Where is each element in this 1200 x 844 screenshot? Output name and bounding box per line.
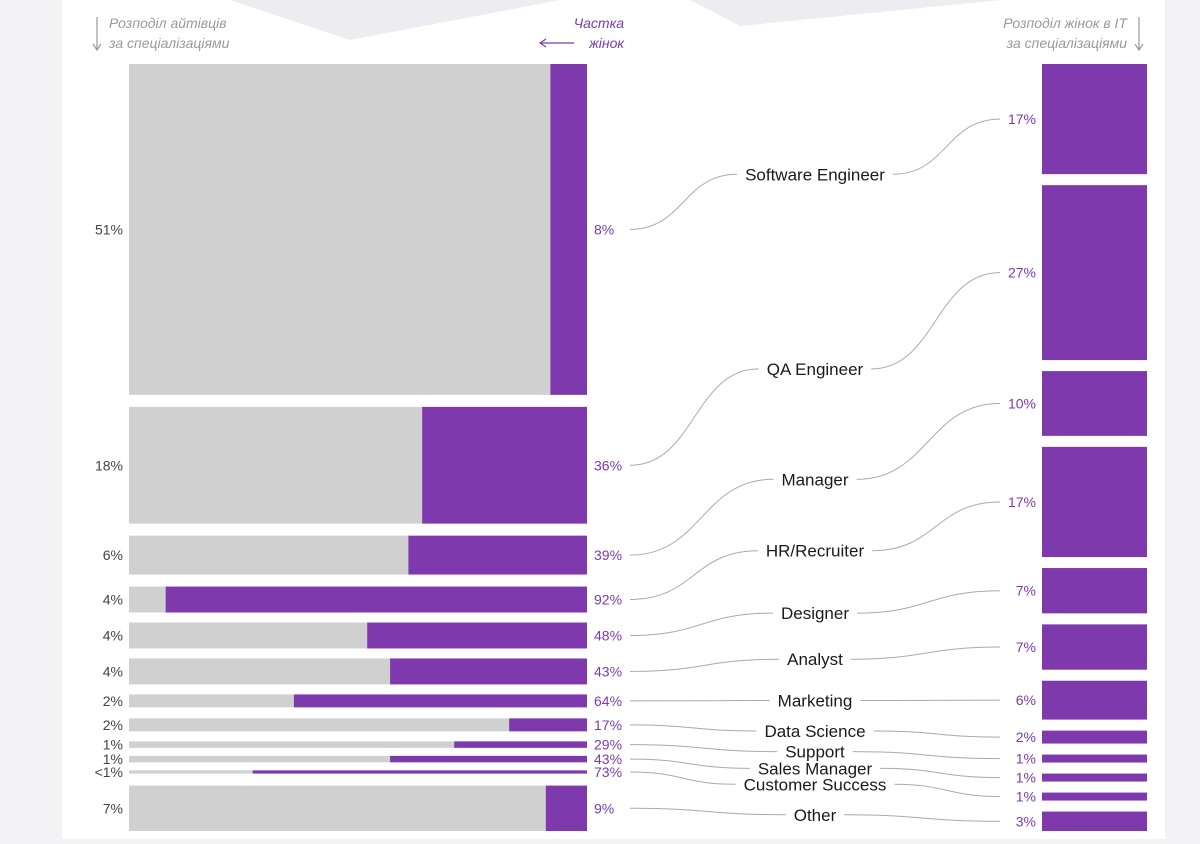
- label-data-science-women-share: 17%: [594, 717, 622, 733]
- bar-customer-success-women-distribution: [1042, 793, 1147, 801]
- bar-support-women-distribution: [1042, 755, 1147, 763]
- bar-sales-manager-women-share: [390, 756, 587, 762]
- bar-hr-recruiter-others: [129, 587, 166, 613]
- bar-software-engineer-women-distribution: [1042, 64, 1147, 174]
- bar-qa-engineer-women-distribution: [1042, 185, 1147, 360]
- label-qa-engineer-women-distribution: 27%: [1008, 265, 1036, 281]
- bar-designer-women-share: [367, 623, 587, 649]
- share-note-line-1: Частка: [574, 15, 624, 31]
- label-designer-distribution: 4%: [103, 627, 123, 643]
- bar-software-engineer-women-share: [550, 64, 587, 395]
- category-marketing: Marketing: [778, 692, 853, 711]
- label-software-engineer-distribution: 51%: [95, 221, 123, 237]
- bar-qa-engineer-women-share: [422, 407, 587, 524]
- bar-analyst-women-share: [390, 658, 587, 684]
- label-customer-success-women-distribution: 1%: [1016, 789, 1036, 805]
- label-qa-engineer-women-share: 36%: [594, 457, 622, 473]
- category-manager: Manager: [781, 470, 848, 489]
- label-data-science-women-distribution: 2%: [1016, 729, 1036, 745]
- bar-customer-success-others: [129, 770, 253, 773]
- category-data-science: Data Science: [764, 722, 865, 741]
- label-support-women-distribution: 1%: [1016, 751, 1036, 767]
- bar-manager-others: [129, 536, 408, 575]
- bar-customer-success-women-share: [253, 770, 587, 773]
- bar-analyst-others: [129, 658, 390, 684]
- label-marketing-women-distribution: 6%: [1016, 692, 1036, 708]
- bar-software-engineer-others: [129, 64, 550, 395]
- label-marketing-women-share: 64%: [594, 693, 622, 709]
- label-analyst-women-share: 43%: [594, 663, 622, 679]
- label-manager-women-share: 39%: [594, 547, 622, 563]
- label-designer-women-share: 48%: [594, 627, 622, 643]
- bar-designer-women-distribution: [1042, 568, 1147, 613]
- left-note-line-1: Розподіл айтівців: [109, 15, 227, 31]
- bar-qa-engineer-others: [129, 407, 422, 524]
- left-note-line-2: за спеціалізаціями: [108, 35, 230, 51]
- label-other-women-distribution: 3%: [1016, 813, 1036, 829]
- label-software-engineer-women-distribution: 17%: [1008, 111, 1036, 127]
- category-other: Other: [794, 806, 837, 825]
- label-other-distribution: 7%: [103, 800, 123, 816]
- right-note-line-2: за спеціалізаціями: [1006, 35, 1128, 51]
- bar-support-women-share: [454, 741, 587, 747]
- category-hr-recruiter: HR/Recruiter: [766, 542, 865, 561]
- bar-designer-others: [129, 623, 367, 649]
- category-qa-engineer: QA Engineer: [767, 360, 864, 379]
- label-customer-success-distribution: <1%: [95, 764, 123, 780]
- label-qa-engineer-distribution: 18%: [95, 457, 123, 473]
- category-software-engineer: Software Engineer: [745, 165, 885, 184]
- label-other-women-share: 9%: [594, 800, 614, 816]
- category-designer: Designer: [781, 604, 849, 623]
- label-customer-success-women-share: 73%: [594, 764, 622, 780]
- label-designer-women-distribution: 7%: [1016, 583, 1036, 599]
- bar-manager-women-share: [408, 536, 587, 575]
- bar-marketing-women-share: [294, 694, 587, 707]
- bar-marketing-women-distribution: [1042, 681, 1147, 720]
- bar-hr-recruiter-women-distribution: [1042, 447, 1147, 557]
- bar-other-others: [129, 786, 546, 831]
- label-hr-recruiter-distribution: 4%: [103, 592, 123, 608]
- label-analyst-women-distribution: 7%: [1016, 639, 1036, 655]
- share-note-line-2: жінок: [588, 35, 625, 51]
- right-note-line-1: Розподіл жінок в IT: [1003, 15, 1128, 31]
- label-data-science-distribution: 2%: [103, 717, 123, 733]
- bar-support-others: [129, 741, 454, 747]
- label-software-engineer-women-share: 8%: [594, 221, 614, 237]
- bar-data-science-others: [129, 718, 509, 731]
- bar-other-women-share: [546, 786, 587, 831]
- label-sales-manager-women-distribution: 1%: [1016, 770, 1036, 786]
- label-manager-women-distribution: 10%: [1008, 395, 1036, 411]
- bar-other-women-distribution: [1042, 812, 1147, 831]
- category-customer-success: Customer Success: [744, 775, 887, 794]
- label-hr-recruiter-women-share: 92%: [594, 592, 622, 608]
- label-analyst-distribution: 4%: [103, 663, 123, 679]
- bar-marketing-others: [129, 694, 294, 707]
- label-hr-recruiter-women-distribution: 17%: [1008, 494, 1036, 510]
- category-analyst: Analyst: [787, 650, 843, 669]
- bar-sales-manager-others: [129, 756, 390, 762]
- bar-data-science-women-share: [509, 718, 587, 731]
- bar-sales-manager-women-distribution: [1042, 774, 1147, 782]
- label-marketing-distribution: 2%: [103, 693, 123, 709]
- bar-data-science-women-distribution: [1042, 731, 1147, 744]
- label-manager-distribution: 6%: [103, 547, 123, 563]
- bar-hr-recruiter-women-share: [166, 587, 587, 613]
- bar-manager-women-distribution: [1042, 371, 1147, 436]
- bar-analyst-women-distribution: [1042, 624, 1147, 669]
